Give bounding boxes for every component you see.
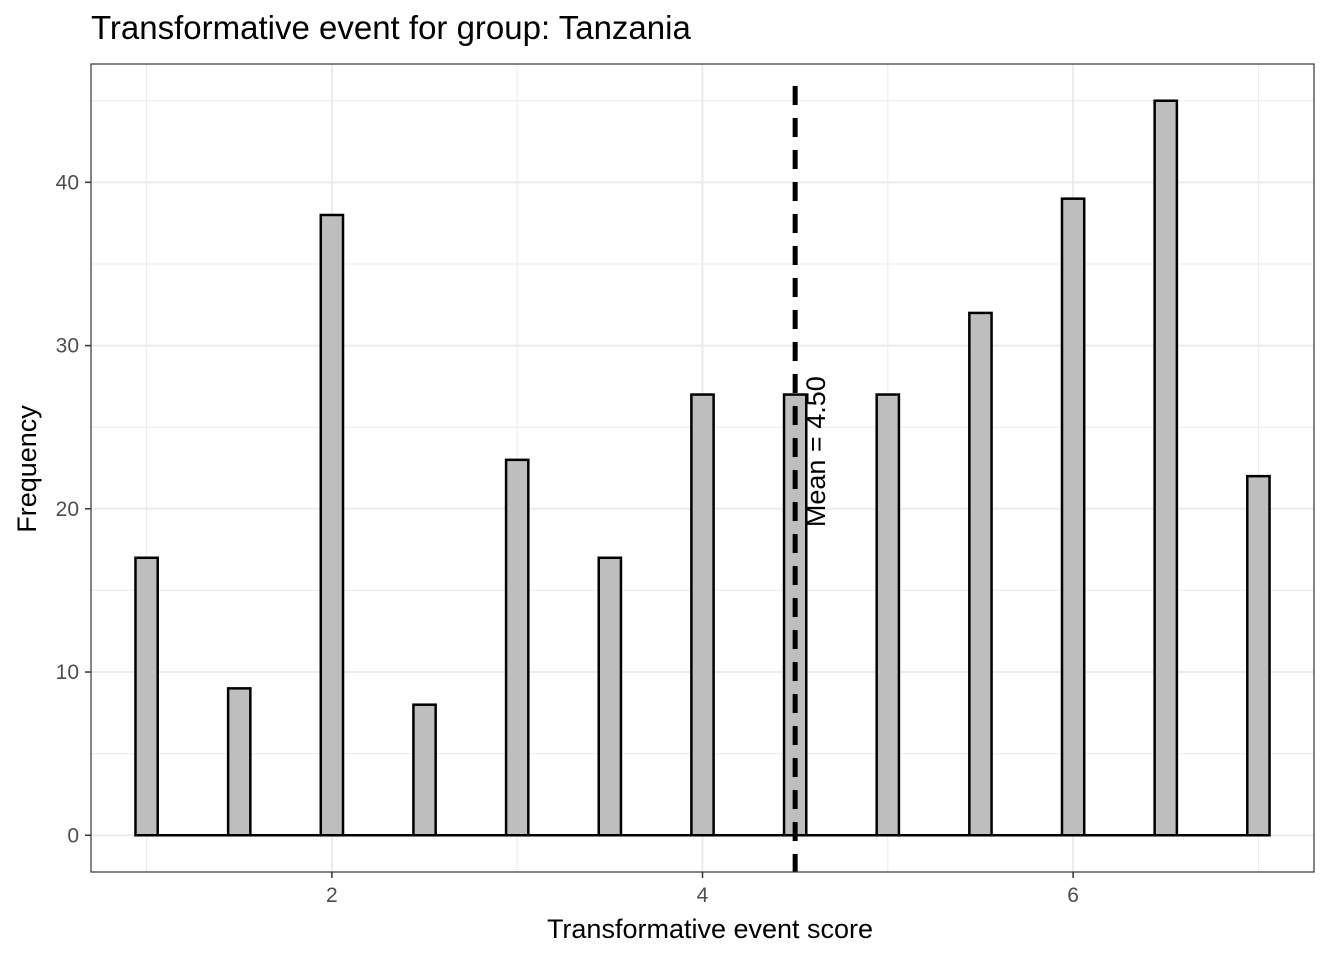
chart-title: Transformative event for group: Tanzania xyxy=(91,9,691,46)
x-tick-label: 2 xyxy=(326,884,338,907)
histogram-bar xyxy=(597,556,623,837)
histogram-bar xyxy=(968,311,993,837)
mean-marker: Mean = 4.50 xyxy=(792,86,831,872)
y-tick-label: 0 xyxy=(67,824,79,847)
y-tick-label: 40 xyxy=(56,171,79,194)
y-axis-ticks: 0 10 20 30 40 xyxy=(56,171,91,847)
histogram-bar xyxy=(504,458,530,837)
histogram-bar xyxy=(134,556,159,837)
bars xyxy=(134,99,1271,837)
histogram-bar xyxy=(412,703,437,837)
x-tick-label: 6 xyxy=(1067,884,1079,907)
histogram-bar xyxy=(690,393,715,837)
mean-label: Mean = 4.50 xyxy=(801,376,831,527)
histogram-bar xyxy=(875,393,901,837)
histogram-bar xyxy=(319,213,345,837)
x-axis-ticks: 2 4 6 xyxy=(326,872,1079,907)
histogram-bar xyxy=(1246,474,1271,837)
x-tick-label: 4 xyxy=(697,884,709,907)
y-tick-label: 10 xyxy=(56,661,79,684)
y-tick-label: 20 xyxy=(56,498,79,521)
y-tick-label: 30 xyxy=(56,335,79,358)
histogram-bar xyxy=(1060,197,1086,837)
x-axis-title: Transformative event score xyxy=(547,914,873,944)
histogram-bar xyxy=(226,687,252,837)
histogram-bar xyxy=(1153,99,1179,837)
y-axis-title: Frequency xyxy=(12,405,42,533)
